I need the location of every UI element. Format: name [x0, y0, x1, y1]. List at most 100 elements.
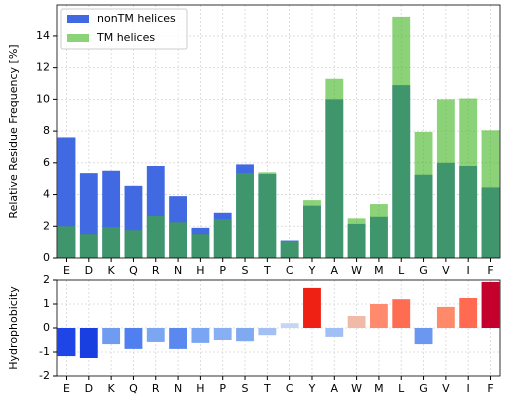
- x-tick-label: R: [152, 382, 160, 395]
- bar: [146, 328, 165, 342]
- x-tick-label: A: [331, 382, 339, 395]
- bar: [325, 78, 344, 258]
- y-tick-label: 0: [43, 321, 50, 334]
- bar: [191, 234, 210, 258]
- x-tick-label: G: [419, 382, 428, 395]
- x-tick-label: V: [442, 382, 450, 395]
- bar: [481, 130, 500, 258]
- legend-label: nonTM helices: [97, 12, 176, 25]
- bar: [236, 328, 254, 342]
- y-tick-label: 8: [43, 124, 50, 137]
- bar: [392, 16, 411, 259]
- bar: [258, 328, 277, 336]
- x-tick-label: M: [374, 264, 384, 277]
- y-tick-label: -1: [39, 345, 50, 358]
- x-tick-label: I: [467, 382, 470, 395]
- y-tick-label: 2: [43, 273, 50, 286]
- x-tick-label: P: [219, 382, 226, 395]
- bar: [280, 323, 299, 328]
- y-tick-label: 2: [43, 219, 50, 232]
- x-tick-label: I: [467, 264, 470, 277]
- x-tick-label: H: [196, 264, 204, 277]
- bar: [79, 328, 98, 358]
- bar: [414, 328, 433, 345]
- x-tick-label: G: [419, 264, 428, 277]
- legend-box: [60, 8, 188, 50]
- x-tick-label: D: [85, 382, 93, 395]
- bar: [347, 218, 366, 258]
- x-tick-label: W: [351, 264, 362, 277]
- bar: [369, 204, 388, 258]
- x-tick-label: N: [174, 264, 182, 277]
- x-tick-label: K: [108, 264, 116, 277]
- x-tick-label: S: [242, 382, 249, 395]
- bar: [146, 215, 165, 258]
- bar: [124, 230, 143, 258]
- x-tick-label: E: [63, 382, 70, 395]
- x-tick-label: H: [196, 382, 204, 395]
- bar: [102, 328, 121, 345]
- x-tick-label: R: [152, 264, 160, 277]
- x-tick-label: Q: [129, 264, 138, 277]
- y-axis-label: Hydrophobicity: [7, 286, 20, 370]
- x-tick-label: T: [263, 264, 271, 277]
- x-tick-label: T: [263, 382, 271, 395]
- bar: [102, 227, 121, 258]
- y-tick-label: 6: [43, 156, 50, 169]
- bar: [459, 298, 478, 328]
- x-tick-label: F: [487, 264, 493, 277]
- bar: [303, 287, 321, 328]
- x-tick-label: N: [174, 382, 182, 395]
- y-tick-label: 12: [36, 61, 50, 74]
- bar: [392, 299, 411, 328]
- x-tick-label: F: [487, 382, 493, 395]
- y-tick-label: -2: [39, 369, 50, 382]
- bar: [191, 328, 210, 343]
- bar: [303, 200, 321, 258]
- y-tick-label: 4: [43, 188, 50, 201]
- bar: [481, 281, 500, 328]
- bar: [369, 304, 388, 328]
- legend-swatch: [67, 15, 89, 23]
- plot-frame: [56, 4, 501, 259]
- bar: [57, 328, 76, 357]
- x-tick-label: D: [85, 264, 93, 277]
- x-tick-label: K: [108, 382, 116, 395]
- bar: [213, 328, 232, 340]
- x-tick-label: L: [398, 264, 405, 277]
- y-tick-label: 1: [43, 297, 50, 310]
- bar: [347, 316, 366, 328]
- y-tick-label: 10: [36, 92, 50, 105]
- x-tick-label: E: [63, 264, 70, 277]
- bar: [414, 131, 433, 258]
- bar: [459, 98, 478, 258]
- x-tick-label: A: [331, 264, 339, 277]
- bar: [169, 222, 188, 258]
- bar: [79, 234, 98, 258]
- bar: [169, 328, 188, 349]
- legend-label: TM helices: [96, 31, 155, 44]
- x-tick-label: M: [374, 382, 384, 395]
- bar: [236, 173, 254, 258]
- plot-frame: [56, 279, 501, 377]
- bar: [436, 99, 455, 259]
- bar: [280, 241, 299, 258]
- x-tick-label: P: [219, 264, 226, 277]
- bar: [436, 306, 455, 328]
- x-tick-label: L: [398, 382, 405, 395]
- bar: [258, 172, 277, 258]
- x-tick-label: S: [242, 264, 249, 277]
- bar: [325, 328, 344, 337]
- x-tick-label: Q: [129, 382, 138, 395]
- x-tick-label: V: [442, 264, 450, 277]
- y-tick-label: 14: [36, 29, 50, 42]
- bar: [57, 226, 76, 258]
- y-tick-label: 0: [43, 251, 50, 264]
- x-tick-label: Y: [308, 264, 316, 277]
- y-axis-label: Relative Residue Frequency [%]: [7, 44, 20, 218]
- legend-swatch: [67, 34, 89, 42]
- x-tick-label: W: [351, 382, 362, 395]
- bar: [213, 219, 232, 258]
- x-tick-label: C: [286, 382, 294, 395]
